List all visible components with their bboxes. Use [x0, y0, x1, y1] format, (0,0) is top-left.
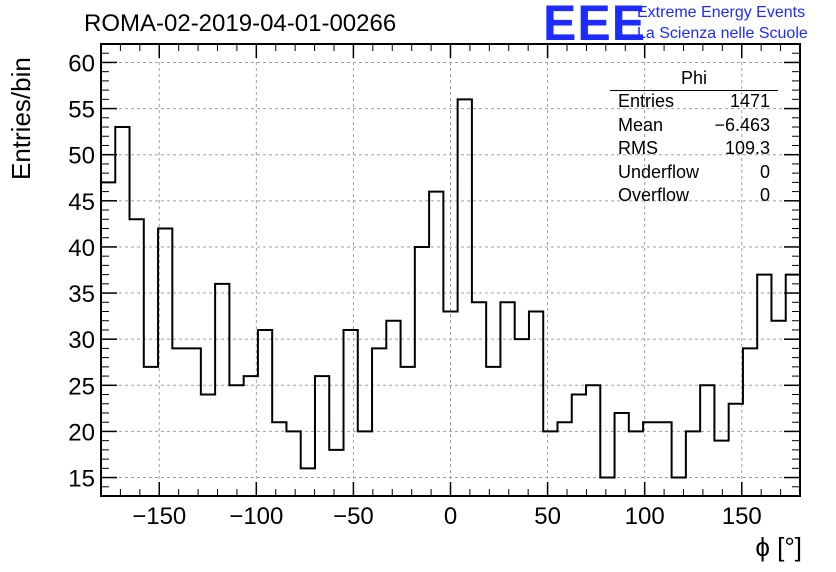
y-tick-label: 45 — [68, 189, 95, 216]
x-tick-label: 150 — [722, 503, 762, 530]
y-tick-label: 30 — [68, 327, 95, 354]
stats-value: 1471 — [729, 91, 770, 111]
stats-label: RMS — [618, 138, 658, 158]
stats-label: Underflow — [618, 161, 700, 182]
stats-row-mean: Mean −6.463 — [610, 115, 778, 139]
x-tick-label: 50 — [534, 503, 561, 530]
y-tick-label: 60 — [68, 50, 95, 77]
axis-ticks — [100, 43, 801, 497]
x-tick-label: −50 — [333, 503, 374, 530]
y-axis-label: Entries/bin — [6, 57, 36, 180]
stats-label: Mean — [618, 114, 664, 135]
x-tick-label: 0 — [444, 503, 457, 530]
y-tick-label: 40 — [68, 235, 95, 262]
stats-box: Phi Entries 1471 Mean −6.463 RMS 109.3 U… — [610, 68, 778, 209]
stats-row-entries: Entries 1471 — [610, 91, 778, 115]
stats-value: 0 — [759, 161, 770, 182]
logo-subtitle-line2: La Scienza nelle Scuole — [637, 25, 808, 42]
grid-lines — [101, 44, 800, 496]
y-tick-label: 25 — [68, 373, 95, 400]
stats-value: −6.463 — [714, 114, 770, 135]
plot-frame — [100, 43, 801, 497]
stats-value: 109.3 — [724, 138, 770, 158]
x-tick-label: −100 — [229, 503, 283, 530]
histogram-step-line — [101, 98, 800, 479]
y-tick-label: 50 — [68, 143, 95, 170]
stats-row-overflow: Overflow 0 — [610, 185, 778, 209]
run-title: ROMA-02-2019-04-01-00266 — [84, 10, 397, 37]
y-axis-label-wrap: Entries/bin — [4, 57, 44, 180]
x-tick-label: −150 — [132, 503, 186, 530]
stats-value: 0 — [759, 185, 770, 205]
tick-labels: −150 −100 −50 0 50 100 150 15 20 25 30 35 40 45 50 55 60 — [68, 50, 761, 530]
stats-label: Entries — [618, 91, 675, 111]
y-tick-label: 55 — [68, 97, 95, 124]
stats-row-underflow: Underflow 0 — [610, 162, 778, 186]
eee-logo: EEE — [543, 0, 647, 51]
y-tick-label: 35 — [68, 281, 95, 308]
stats-title: Phi — [610, 68, 778, 91]
y-tick-label: 15 — [68, 466, 95, 493]
x-axis-label: ϕ [°] — [755, 532, 802, 562]
stats-label: Overflow — [618, 185, 690, 205]
stats-row-rms: RMS 109.3 — [610, 138, 778, 162]
x-tick-label: 100 — [625, 503, 665, 530]
y-tick-label: 20 — [68, 419, 95, 446]
logo-subtitle-line1: Extreme Energy Events — [637, 4, 806, 21]
